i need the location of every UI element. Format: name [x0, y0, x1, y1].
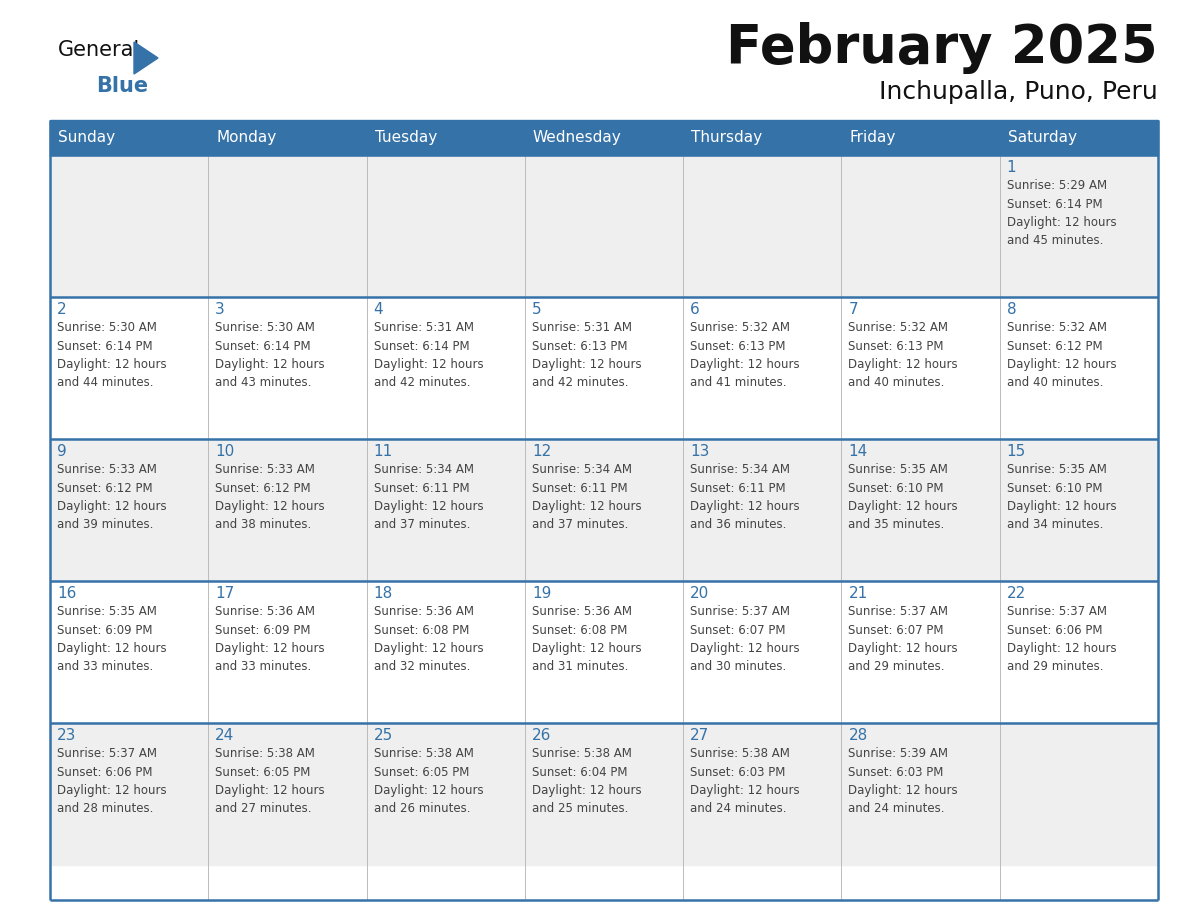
Text: 27: 27 [690, 728, 709, 743]
Text: 18: 18 [373, 586, 393, 601]
Text: 12: 12 [532, 444, 551, 459]
Text: Sunrise: 5:33 AM
Sunset: 6:12 PM
Daylight: 12 hours
and 39 minutes.: Sunrise: 5:33 AM Sunset: 6:12 PM Dayligh… [57, 463, 166, 532]
Text: Sunrise: 5:36 AM
Sunset: 6:08 PM
Daylight: 12 hours
and 32 minutes.: Sunrise: 5:36 AM Sunset: 6:08 PM Dayligh… [373, 605, 484, 674]
Text: 4: 4 [373, 302, 384, 317]
Text: Sunrise: 5:32 AM
Sunset: 6:12 PM
Daylight: 12 hours
and 40 minutes.: Sunrise: 5:32 AM Sunset: 6:12 PM Dayligh… [1006, 321, 1117, 389]
Text: Sunrise: 5:37 AM
Sunset: 6:07 PM
Daylight: 12 hours
and 30 minutes.: Sunrise: 5:37 AM Sunset: 6:07 PM Dayligh… [690, 605, 800, 674]
Text: 23: 23 [57, 728, 76, 743]
Text: Sunrise: 5:34 AM
Sunset: 6:11 PM
Daylight: 12 hours
and 37 minutes.: Sunrise: 5:34 AM Sunset: 6:11 PM Dayligh… [532, 463, 642, 532]
Bar [50, 581, 1158, 723]
Text: Thursday: Thursday [691, 130, 763, 145]
Bar [50, 439, 1158, 581]
Text: Sunrise: 5:31 AM
Sunset: 6:14 PM
Daylight: 12 hours
and 42 minutes.: Sunrise: 5:31 AM Sunset: 6:14 PM Dayligh… [373, 321, 484, 389]
Bar [50, 120, 1158, 155]
Text: Sunrise: 5:35 AM
Sunset: 6:10 PM
Daylight: 12 hours
and 35 minutes.: Sunrise: 5:35 AM Sunset: 6:10 PM Dayligh… [848, 463, 958, 532]
Text: 1: 1 [1006, 160, 1017, 175]
Text: 26: 26 [532, 728, 551, 743]
Text: Sunrise: 5:32 AM
Sunset: 6:13 PM
Daylight: 12 hours
and 40 minutes.: Sunrise: 5:32 AM Sunset: 6:13 PM Dayligh… [848, 321, 958, 389]
Text: 14: 14 [848, 444, 867, 459]
Text: 15: 15 [1006, 444, 1026, 459]
Text: 19: 19 [532, 586, 551, 601]
Text: 7: 7 [848, 302, 858, 317]
Text: 8: 8 [1006, 302, 1017, 317]
Text: Sunrise: 5:29 AM
Sunset: 6:14 PM
Daylight: 12 hours
and 45 minutes.: Sunrise: 5:29 AM Sunset: 6:14 PM Dayligh… [1006, 179, 1117, 248]
Text: Sunday: Sunday [58, 130, 115, 145]
Bar [50, 155, 1158, 297]
Text: Sunrise: 5:37 AM
Sunset: 6:07 PM
Daylight: 12 hours
and 29 minutes.: Sunrise: 5:37 AM Sunset: 6:07 PM Dayligh… [848, 605, 958, 674]
Text: Tuesday: Tuesday [374, 130, 437, 145]
Text: Inchupalla, Puno, Peru: Inchupalla, Puno, Peru [879, 80, 1158, 104]
Text: 28: 28 [848, 728, 867, 743]
Text: Sunrise: 5:39 AM
Sunset: 6:03 PM
Daylight: 12 hours
and 24 minutes.: Sunrise: 5:39 AM Sunset: 6:03 PM Dayligh… [848, 747, 958, 815]
Text: Sunrise: 5:34 AM
Sunset: 6:11 PM
Daylight: 12 hours
and 37 minutes.: Sunrise: 5:34 AM Sunset: 6:11 PM Dayligh… [373, 463, 484, 532]
Text: 22: 22 [1006, 586, 1026, 601]
Text: Sunrise: 5:36 AM
Sunset: 6:08 PM
Daylight: 12 hours
and 31 minutes.: Sunrise: 5:36 AM Sunset: 6:08 PM Dayligh… [532, 605, 642, 674]
Text: Sunrise: 5:37 AM
Sunset: 6:06 PM
Daylight: 12 hours
and 28 minutes.: Sunrise: 5:37 AM Sunset: 6:06 PM Dayligh… [57, 747, 166, 815]
Text: Sunrise: 5:31 AM
Sunset: 6:13 PM
Daylight: 12 hours
and 42 minutes.: Sunrise: 5:31 AM Sunset: 6:13 PM Dayligh… [532, 321, 642, 389]
Polygon shape [134, 42, 158, 74]
Text: Sunrise: 5:38 AM
Sunset: 6:05 PM
Daylight: 12 hours
and 26 minutes.: Sunrise: 5:38 AM Sunset: 6:05 PM Dayligh… [373, 747, 484, 815]
Text: Sunrise: 5:35 AM
Sunset: 6:10 PM
Daylight: 12 hours
and 34 minutes.: Sunrise: 5:35 AM Sunset: 6:10 PM Dayligh… [1006, 463, 1117, 532]
Bar [50, 723, 1158, 865]
Text: Sunrise: 5:34 AM
Sunset: 6:11 PM
Daylight: 12 hours
and 36 minutes.: Sunrise: 5:34 AM Sunset: 6:11 PM Dayligh… [690, 463, 800, 532]
Text: 21: 21 [848, 586, 867, 601]
Text: 17: 17 [215, 586, 234, 601]
Bar [50, 297, 1158, 439]
Text: 10: 10 [215, 444, 234, 459]
Text: Sunrise: 5:38 AM
Sunset: 6:04 PM
Daylight: 12 hours
and 25 minutes.: Sunrise: 5:38 AM Sunset: 6:04 PM Dayligh… [532, 747, 642, 815]
Text: General: General [58, 40, 140, 60]
Text: Wednesday: Wednesday [533, 130, 621, 145]
Text: Sunrise: 5:37 AM
Sunset: 6:06 PM
Daylight: 12 hours
and 29 minutes.: Sunrise: 5:37 AM Sunset: 6:06 PM Dayligh… [1006, 605, 1117, 674]
Text: Friday: Friday [849, 130, 896, 145]
Text: 9: 9 [57, 444, 67, 459]
Text: Blue: Blue [96, 76, 148, 96]
Text: 2: 2 [57, 302, 67, 317]
Text: 6: 6 [690, 302, 700, 317]
Text: Sunrise: 5:38 AM
Sunset: 6:05 PM
Daylight: 12 hours
and 27 minutes.: Sunrise: 5:38 AM Sunset: 6:05 PM Dayligh… [215, 747, 324, 815]
Text: Sunrise: 5:30 AM
Sunset: 6:14 PM
Daylight: 12 hours
and 44 minutes.: Sunrise: 5:30 AM Sunset: 6:14 PM Dayligh… [57, 321, 166, 389]
Text: 11: 11 [373, 444, 393, 459]
Text: 16: 16 [57, 586, 76, 601]
Text: 20: 20 [690, 586, 709, 601]
Text: Sunrise: 5:33 AM
Sunset: 6:12 PM
Daylight: 12 hours
and 38 minutes.: Sunrise: 5:33 AM Sunset: 6:12 PM Dayligh… [215, 463, 324, 532]
Text: Sunrise: 5:35 AM
Sunset: 6:09 PM
Daylight: 12 hours
and 33 minutes.: Sunrise: 5:35 AM Sunset: 6:09 PM Dayligh… [57, 605, 166, 674]
Text: Monday: Monday [216, 130, 277, 145]
Text: 24: 24 [215, 728, 234, 743]
Text: Sunrise: 5:36 AM
Sunset: 6:09 PM
Daylight: 12 hours
and 33 minutes.: Sunrise: 5:36 AM Sunset: 6:09 PM Dayligh… [215, 605, 324, 674]
Text: Sunrise: 5:32 AM
Sunset: 6:13 PM
Daylight: 12 hours
and 41 minutes.: Sunrise: 5:32 AM Sunset: 6:13 PM Dayligh… [690, 321, 800, 389]
Text: 3: 3 [215, 302, 225, 317]
Text: Sunrise: 5:30 AM
Sunset: 6:14 PM
Daylight: 12 hours
and 43 minutes.: Sunrise: 5:30 AM Sunset: 6:14 PM Dayligh… [215, 321, 324, 389]
Text: 5: 5 [532, 302, 542, 317]
Text: 13: 13 [690, 444, 709, 459]
Text: Saturday: Saturday [1007, 130, 1076, 145]
Text: 25: 25 [373, 728, 393, 743]
Text: February 2025: February 2025 [726, 22, 1158, 74]
Text: Sunrise: 5:38 AM
Sunset: 6:03 PM
Daylight: 12 hours
and 24 minutes.: Sunrise: 5:38 AM Sunset: 6:03 PM Dayligh… [690, 747, 800, 815]
